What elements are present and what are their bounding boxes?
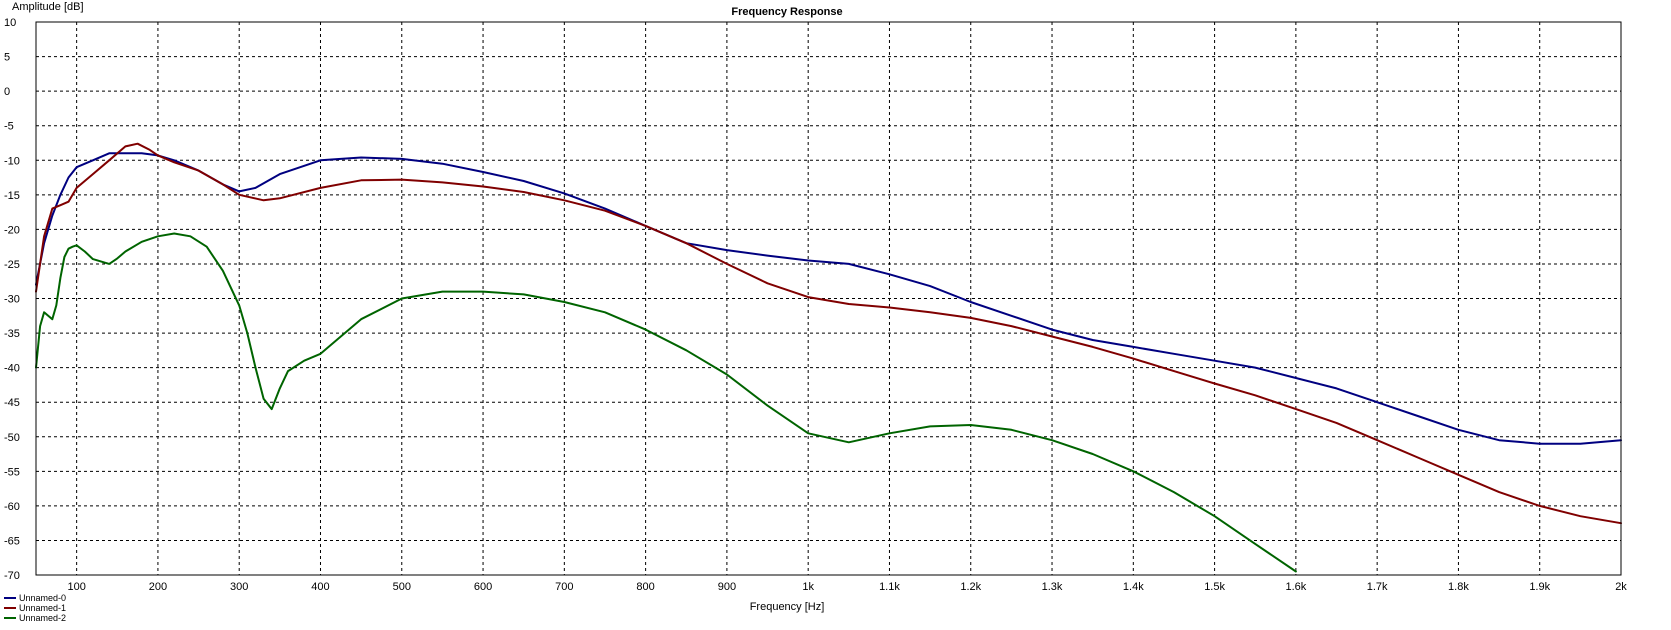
y-tick-label: -30 xyxy=(4,294,20,306)
legend-label: Unnamed-1 xyxy=(19,603,66,613)
x-tick-label: 1.7k xyxy=(1367,581,1388,593)
y-tick-label: 10 xyxy=(4,17,16,29)
x-tick-label: 300 xyxy=(230,581,248,593)
x-tick-label: 1.9k xyxy=(1529,581,1550,593)
y-tick-label: -10 xyxy=(4,155,20,167)
y-tick-label: -5 xyxy=(4,121,14,133)
x-axis-label: Frequency [Hz] xyxy=(750,601,825,613)
y-tick-label: -20 xyxy=(4,224,20,236)
y-tick-label: 0 xyxy=(4,86,10,98)
x-tick-label: 1.1k xyxy=(879,581,900,593)
x-tick-label: 100 xyxy=(67,581,85,593)
y-tick-label: -35 xyxy=(4,328,20,340)
x-tick-label: 1.2k xyxy=(960,581,981,593)
x-tick-label: 1k xyxy=(802,581,814,593)
tick-labels: 100 200 300 400 500 600 700 800 900 1k 1.1k 1.2k 1.3… xyxy=(4,17,1627,593)
x-tick-label: 600 xyxy=(474,581,492,593)
y-tick-label: -25 xyxy=(4,259,20,271)
y-tick-label: -55 xyxy=(4,466,20,478)
x-tick-label: 400 xyxy=(311,581,329,593)
x-tick-label: 1.3k xyxy=(1042,581,1063,593)
x-tick-label: 2k xyxy=(1615,581,1627,593)
x-tick-label: 200 xyxy=(149,581,167,593)
x-tick-label: 1.8k xyxy=(1448,581,1469,593)
y-tick-label: -45 xyxy=(4,397,20,409)
legend-label: Unnamed-0 xyxy=(19,593,66,603)
x-tick-label: 1.5k xyxy=(1204,581,1225,593)
chart-title: Frequency Response xyxy=(731,6,842,18)
y-tick-label: -65 xyxy=(4,535,20,547)
x-tick-label: 500 xyxy=(393,581,411,593)
y-tick-label: -50 xyxy=(4,432,20,444)
y-tick-label: -60 xyxy=(4,501,20,513)
legend-label: Unnamed-2 xyxy=(19,613,66,623)
x-tick-label: 1.6k xyxy=(1285,581,1306,593)
y-tick-label: -40 xyxy=(4,363,20,375)
x-tick-label: 700 xyxy=(555,581,573,593)
y-tick-label: -15 xyxy=(4,190,20,202)
x-tick-label: 1.4k xyxy=(1123,581,1144,593)
x-tick-label: 900 xyxy=(718,581,736,593)
plot-frame xyxy=(35,21,1622,576)
series-line-unnamed-2 xyxy=(35,232,1297,573)
x-tick-label: 800 xyxy=(636,581,654,593)
y-tick-label: 5 xyxy=(4,52,10,64)
y-axis-label: Amplitude [dB] xyxy=(12,1,84,13)
y-tick-label: -70 xyxy=(4,570,20,582)
series-lines xyxy=(35,142,1622,573)
series-line-unnamed-1 xyxy=(35,142,1622,525)
